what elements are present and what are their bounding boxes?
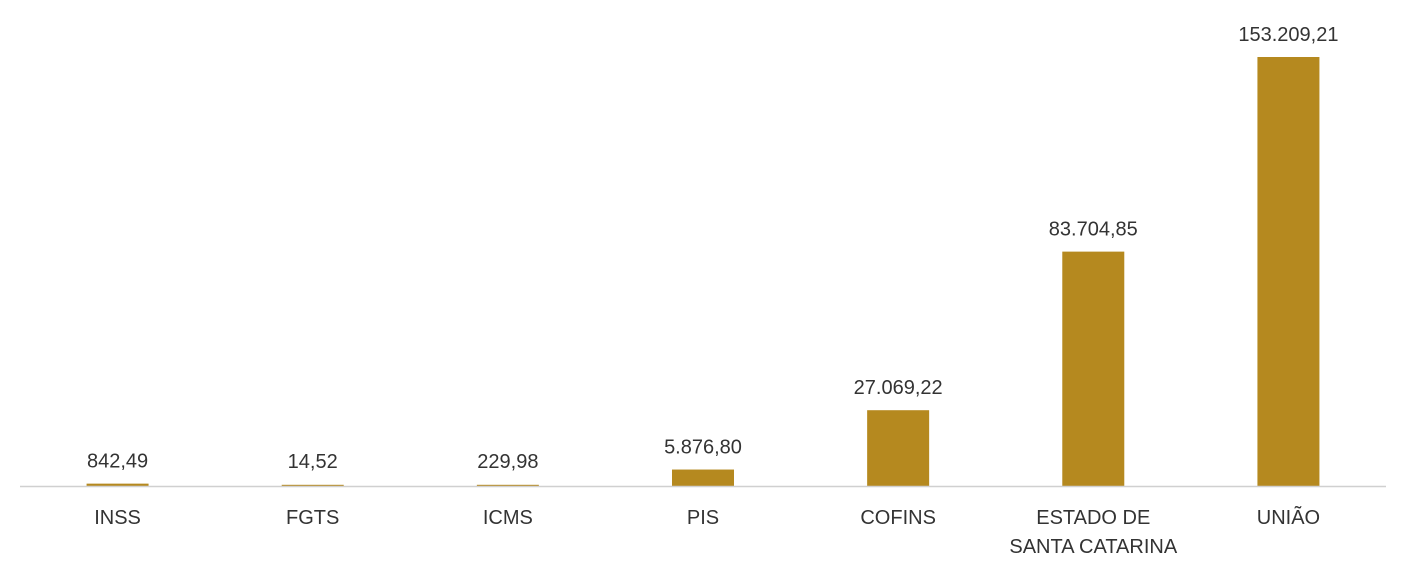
category-label-6: UNIÃO [1257,505,1320,529]
category-label-5-line-0: ESTADO DE [1036,507,1150,529]
category-label-0: INSS [94,507,141,529]
category-label-3: PIS [687,507,719,529]
bar-2 [476,484,539,486]
bars-group [86,57,1320,486]
value-label-5: 83.704,85 [1049,219,1138,241]
bar-4 [867,410,930,486]
value-label-3: 5.876,80 [664,437,742,459]
bar-1 [281,484,344,486]
value-labels-group: 842,49 14,52 229,98 5.876,80 27.069,22 83.704… [87,24,1338,473]
bar-3 [672,469,734,486]
category-labels-group: INSS FGTS ICMS PIS COFINS ESTADO DE SANTA CATA… [94,505,1320,558]
value-label-6: 153.209,21 [1238,24,1338,46]
value-label-2: 229,98 [477,451,538,473]
bar-5 [1062,251,1125,486]
bar-6 [1257,57,1320,486]
category-label-2: ICMS [483,507,533,529]
category-label-4: COFINS [860,507,936,529]
bar-0 [86,483,149,486]
value-label-1: 14,52 [288,451,338,473]
value-label-4: 27.069,22 [854,377,943,399]
value-label-0: 842,49 [87,451,148,473]
category-label-5-line-1: SANTA CATARINA [1009,536,1177,558]
category-label-1: FGTS [286,507,339,529]
